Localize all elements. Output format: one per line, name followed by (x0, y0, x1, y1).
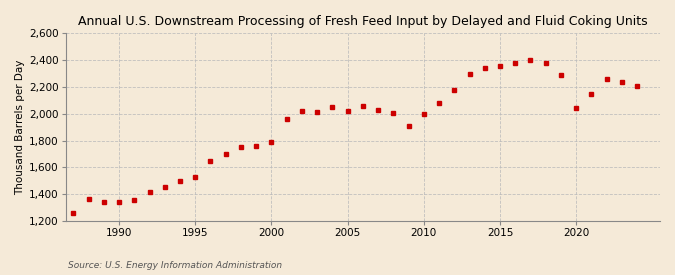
Title: Annual U.S. Downstream Processing of Fresh Feed Input by Delayed and Fluid Cokin: Annual U.S. Downstream Processing of Fre… (78, 15, 648, 28)
Y-axis label: Thousand Barrels per Day: Thousand Barrels per Day (15, 59, 25, 195)
Text: Source: U.S. Energy Information Administration: Source: U.S. Energy Information Administ… (68, 260, 281, 270)
